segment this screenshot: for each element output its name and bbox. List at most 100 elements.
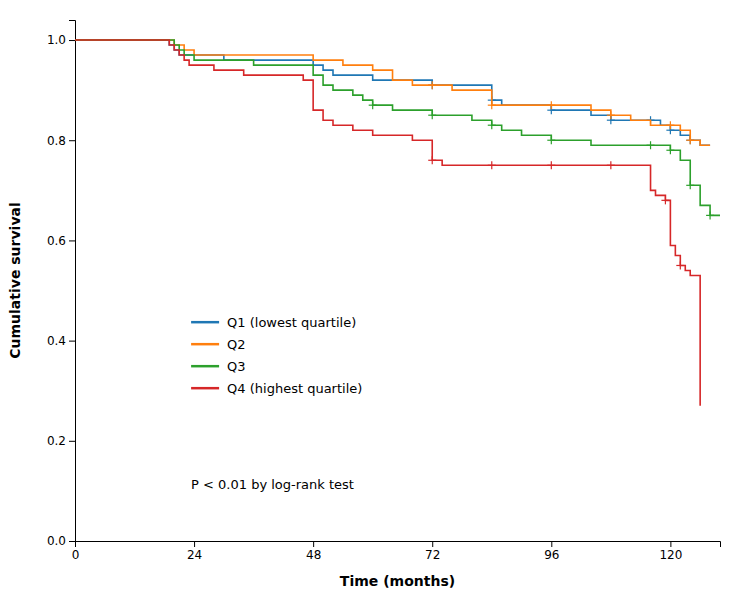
survival-curve bbox=[75, 40, 710, 145]
tick: 0.4 bbox=[47, 334, 75, 348]
censor-mark-part bbox=[432, 111, 433, 119]
censor-mark bbox=[428, 156, 436, 164]
survival-curve bbox=[75, 40, 710, 145]
censor-mark bbox=[706, 211, 714, 219]
censor-mark bbox=[607, 161, 615, 169]
censor-mark bbox=[686, 136, 694, 144]
tick: 0 bbox=[72, 541, 80, 562]
y-axis-line bbox=[69, 21, 76, 542]
censor-mark bbox=[547, 136, 555, 144]
legend-item: Q1 (lowest quartile) bbox=[191, 315, 356, 330]
tick-label: 0.6 bbox=[47, 234, 66, 248]
tick: 72 bbox=[425, 541, 440, 562]
tick-mark bbox=[432, 541, 433, 547]
tick-mark bbox=[670, 541, 671, 547]
censor-mark-part bbox=[432, 81, 433, 89]
tick-mark bbox=[69, 441, 75, 442]
censor-mark-part bbox=[650, 141, 651, 149]
censor-mark bbox=[661, 196, 669, 204]
plot: 0 24 48 72 96 120 0.0 0.2 0.4 0.6 0.8 1.0 Q1 (lowest… bbox=[47, 21, 721, 562]
censor-mark-part bbox=[491, 161, 492, 169]
censor-mark-part bbox=[680, 261, 681, 269]
tick-label: 0 bbox=[72, 548, 80, 562]
tick-mark bbox=[551, 541, 552, 547]
legend-swatch bbox=[191, 343, 219, 346]
tick: 48 bbox=[306, 541, 321, 562]
tick: 0.8 bbox=[47, 134, 75, 148]
censor-mark-part bbox=[432, 156, 433, 164]
legend-swatch bbox=[191, 387, 219, 390]
censor-mark-part bbox=[491, 121, 492, 129]
survival-curve bbox=[75, 40, 700, 406]
censor-mark bbox=[488, 101, 496, 109]
legend-item: Q4 (highest quartile) bbox=[191, 381, 362, 396]
censor-mark-part bbox=[665, 196, 666, 204]
censor-mark bbox=[488, 161, 496, 169]
censor-mark bbox=[428, 111, 436, 119]
censor-mark bbox=[488, 121, 496, 129]
censor-mark-part bbox=[709, 211, 710, 219]
censor-mark-part bbox=[610, 111, 611, 119]
censor-mark-part bbox=[670, 121, 671, 129]
chart: 0 24 48 72 96 120 0.0 0.2 0.4 0.6 0.8 1.0 Q1 (lowest… bbox=[0, 0, 745, 601]
tick-mark bbox=[69, 140, 75, 141]
censor-mark bbox=[666, 146, 674, 154]
legend: Q1 (lowest quartile) Q2 Q3 Q4 (highest quar… bbox=[191, 315, 362, 396]
censor-mark bbox=[686, 181, 694, 189]
tick-mark bbox=[69, 541, 75, 542]
censor-mark-part bbox=[551, 101, 552, 109]
tick-label: 96 bbox=[544, 548, 559, 562]
legend-label: Q2 bbox=[227, 337, 246, 352]
x-axis: 0 24 48 72 96 120 bbox=[72, 541, 721, 562]
censor-mark-part bbox=[551, 161, 552, 169]
tick-mark bbox=[69, 341, 75, 342]
censor-mark bbox=[428, 81, 436, 89]
censor-mark-part bbox=[491, 101, 492, 109]
x-axis-title: Time (months) bbox=[340, 573, 455, 589]
tick: 96 bbox=[544, 541, 559, 562]
y-axis-title: Cumulative survival bbox=[7, 202, 23, 359]
legend-swatch bbox=[191, 321, 219, 324]
censor-mark-part bbox=[432, 81, 433, 89]
censor-mark bbox=[547, 161, 555, 169]
tick: 0.2 bbox=[47, 434, 75, 448]
censor-mark bbox=[547, 101, 555, 109]
legend-item: Q3 bbox=[191, 359, 246, 374]
tick-mark bbox=[313, 541, 314, 547]
tick-mark bbox=[69, 40, 75, 41]
tick-mark bbox=[69, 240, 75, 241]
legend-label: Q1 (lowest quartile) bbox=[227, 315, 356, 330]
censor-mark-part bbox=[610, 161, 611, 169]
censor-mark-part bbox=[690, 181, 691, 189]
tick-label: 48 bbox=[306, 548, 321, 562]
censor-mark bbox=[676, 261, 684, 269]
censor-mark bbox=[686, 136, 694, 144]
marks bbox=[75, 40, 720, 406]
legend-item: Q2 bbox=[191, 337, 246, 352]
tick-label: 0.4 bbox=[47, 334, 66, 348]
tick-label: 0.2 bbox=[47, 434, 66, 448]
tick-label: 24 bbox=[187, 548, 202, 562]
legend-swatch bbox=[191, 365, 219, 368]
tick: 120 bbox=[659, 541, 682, 562]
survival-curve bbox=[75, 40, 720, 215]
censor-mark bbox=[666, 121, 674, 129]
legend-label: Q3 bbox=[227, 359, 246, 374]
censor-mark bbox=[607, 111, 615, 119]
tick-mark bbox=[194, 541, 195, 547]
tick-label: 0.8 bbox=[47, 134, 66, 148]
tick-label: 0.0 bbox=[47, 534, 66, 548]
x-axis-line bbox=[76, 542, 721, 548]
tick: 0.6 bbox=[47, 234, 75, 248]
tick-label: 1.0 bbox=[47, 33, 66, 47]
censor-mark-part bbox=[690, 136, 691, 144]
censor-mark-part bbox=[372, 101, 373, 109]
y-axis: 0.0 0.2 0.4 0.6 0.8 1.0 bbox=[47, 21, 76, 549]
censor-mark-part bbox=[690, 136, 691, 144]
tick-label: 72 bbox=[425, 548, 440, 562]
censor-mark bbox=[647, 141, 655, 149]
tick: 0.0 bbox=[47, 534, 75, 548]
tick: 24 bbox=[187, 541, 202, 562]
tick: 1.0 bbox=[47, 33, 75, 47]
censor-mark bbox=[369, 101, 377, 109]
